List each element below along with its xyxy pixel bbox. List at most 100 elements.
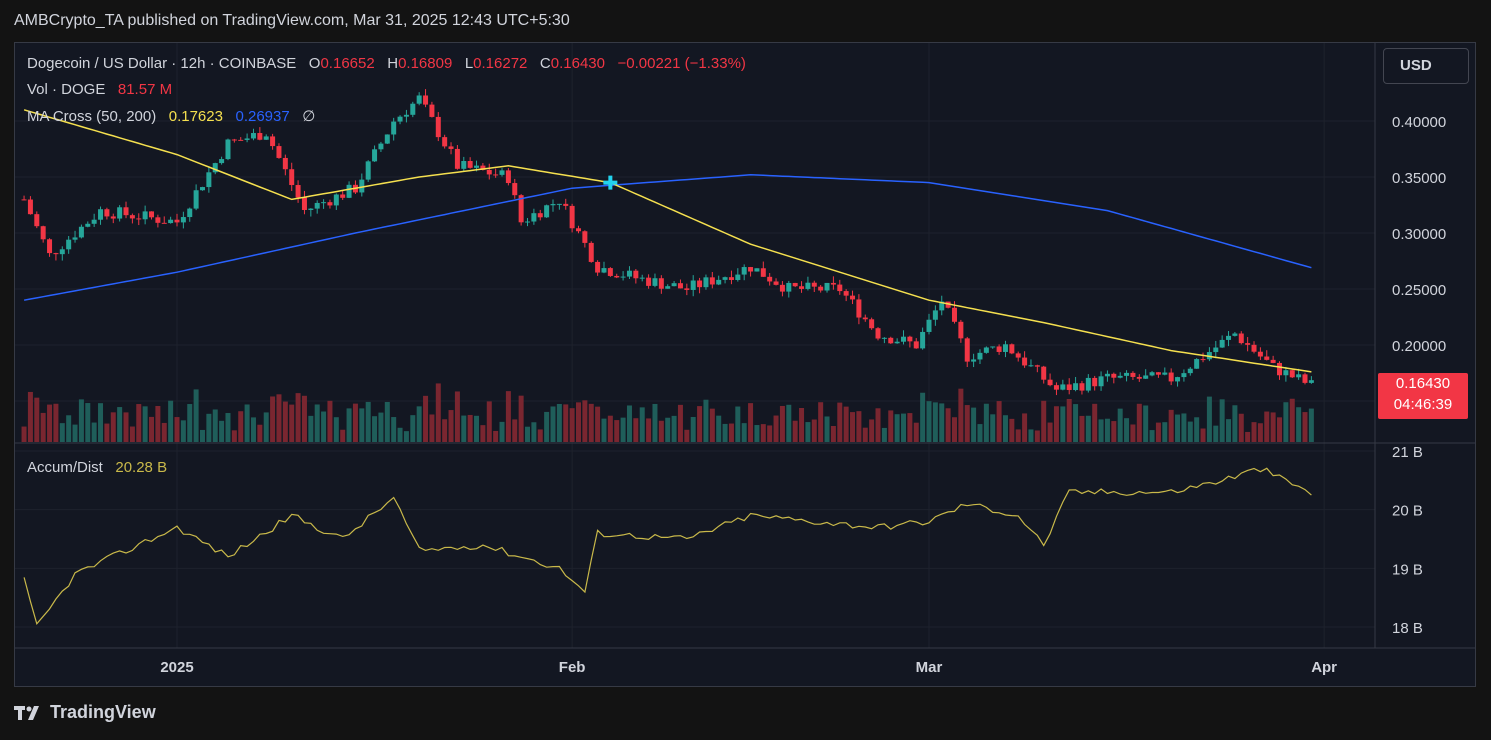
candle-body: [563, 203, 569, 206]
volume-bar: [435, 383, 441, 442]
candle-body: [646, 277, 652, 286]
candle-body: [1079, 383, 1085, 391]
candle-body: [142, 211, 148, 220]
volume-bar: [575, 402, 581, 442]
volume-bar: [206, 413, 212, 442]
volume-bar: [467, 414, 473, 442]
volume-bar: [614, 420, 620, 442]
candle-body: [716, 279, 722, 285]
candle-body: [282, 157, 288, 170]
candle-body: [1251, 344, 1257, 352]
ma-legend[interactable]: MA Cross (50, 200) 0.17623 0.26937 ∅: [27, 107, 315, 125]
volume-bar: [129, 426, 135, 442]
candle-body: [1213, 347, 1219, 353]
volume-bar: [607, 415, 613, 442]
volume-bar: [677, 404, 683, 442]
candle-body: [881, 337, 887, 339]
volume-bar: [658, 420, 664, 442]
candle-body: [843, 291, 849, 296]
candle-body: [569, 205, 575, 229]
volume-bar: [1162, 422, 1168, 442]
volume-bar: [932, 402, 938, 442]
volume-bar: [314, 404, 320, 442]
candle-body: [709, 277, 715, 285]
volume-bar: [282, 401, 288, 442]
volume-bar: [365, 401, 371, 442]
volume-bar: [1047, 422, 1053, 442]
tradingview-logo-icon: [14, 705, 39, 720]
volume-bar: [244, 404, 250, 442]
candle-body: [359, 179, 365, 193]
time-tick-label: 2025: [160, 659, 193, 676]
accum-legend[interactable]: Accum/Dist 20.28 B: [27, 459, 167, 476]
ad-tick-label: 20 B: [1392, 503, 1423, 520]
candle-body: [1092, 377, 1098, 387]
volume-bar: [187, 404, 193, 442]
volume-bar: [639, 407, 645, 442]
candle-body: [429, 104, 435, 117]
low-label: L: [464, 55, 474, 72]
candle-body: [639, 277, 645, 279]
volume-bar: [971, 407, 977, 442]
ma-cross-marker: [603, 175, 618, 190]
volume-bar: [461, 415, 467, 442]
volume-bar: [588, 403, 594, 442]
ad-tick-label: 19 B: [1392, 561, 1423, 578]
volume-bar: [990, 414, 996, 442]
volume-bar: [225, 413, 231, 442]
candle-body: [990, 346, 996, 348]
ma-lines: [23, 109, 1312, 373]
candle-body: [1041, 366, 1047, 380]
volume-bar: [219, 420, 225, 442]
volume-legend[interactable]: Vol · DOGE 81.57 M: [27, 81, 172, 98]
close-label: C: [539, 55, 551, 72]
candle-body: [129, 215, 135, 219]
low-value: 0.16272: [473, 55, 528, 72]
volume-bar: [1009, 418, 1015, 442]
symbol-label[interactable]: Dogecoin / US Dollar · 12h · COINBASE: [27, 55, 297, 72]
footer-brand-text: TradingView: [50, 702, 156, 722]
candle-body: [1136, 376, 1142, 379]
volume-bar: [856, 411, 862, 442]
candle-body: [1098, 376, 1104, 387]
volume-bar: [493, 430, 499, 442]
volume-bar: [474, 415, 480, 442]
volume-bar: [1181, 413, 1187, 442]
candle-body: [799, 286, 805, 289]
volume-bar: [671, 415, 677, 442]
candle-body: [620, 276, 626, 278]
candle-body: [735, 274, 741, 280]
volume-bar: [595, 406, 601, 442]
volume-bar: [40, 412, 46, 442]
candle-body: [869, 319, 875, 329]
candle-body: [1066, 384, 1072, 391]
volume-bar: [920, 392, 926, 442]
candle-body: [588, 242, 594, 262]
price-legend: Dogecoin / US Dollar · 12h · COINBASE O0…: [27, 55, 746, 72]
volume-bar: [767, 425, 773, 442]
volume-bar: [378, 412, 384, 442]
candle-body: [1226, 335, 1232, 340]
candle-body: [174, 219, 180, 223]
candle-body: [1289, 370, 1295, 378]
candle-body: [1009, 344, 1015, 354]
candle-body: [72, 237, 78, 240]
candle-body: [66, 239, 72, 250]
volume-label: Vol · DOGE: [27, 81, 106, 98]
candle-body: [1117, 375, 1123, 378]
candle-body: [703, 277, 709, 288]
volume-bar: [270, 396, 276, 442]
candlesticks: [21, 89, 1314, 396]
volume-bar: [321, 411, 327, 442]
volume-bar: [21, 426, 27, 442]
footer-brand[interactable]: TradingView: [14, 702, 156, 723]
volume-bar: [620, 417, 626, 442]
candle-body: [728, 277, 734, 280]
candle-body: [1175, 377, 1181, 382]
volume-bar: [646, 418, 652, 442]
candle-body: [786, 282, 792, 292]
candle-body: [575, 228, 581, 232]
currency-button[interactable]: USD: [1383, 48, 1469, 84]
volume-bar: [1124, 418, 1130, 442]
